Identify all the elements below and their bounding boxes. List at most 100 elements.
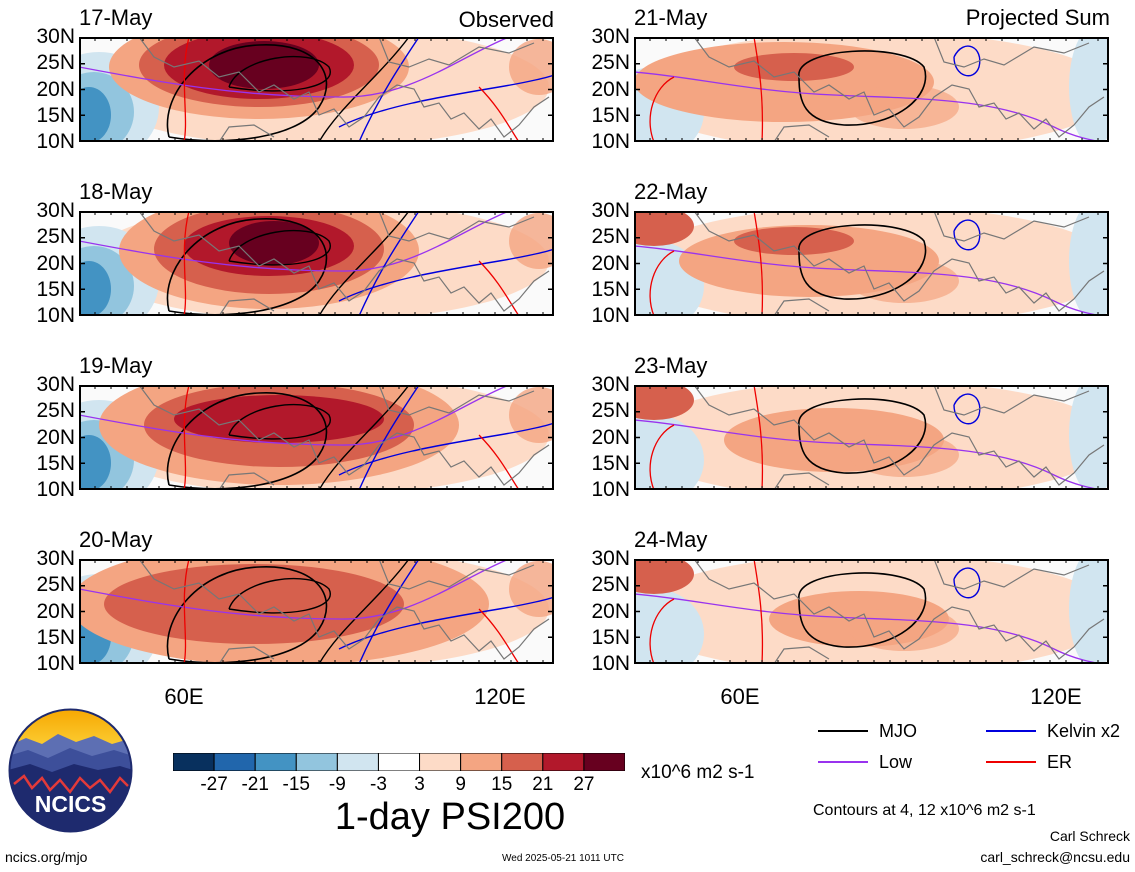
panel-date: 19-May xyxy=(79,353,153,378)
footer-url[interactable]: ncics.org/mjo xyxy=(5,849,88,865)
coastline xyxy=(138,37,550,142)
lat-label: 25N xyxy=(591,399,630,423)
lat-label: 20N xyxy=(591,77,630,101)
low-contour xyxy=(79,211,510,272)
colorbar-box xyxy=(295,752,338,772)
lat-label: 25N xyxy=(36,51,75,75)
coastline xyxy=(693,37,1105,142)
lat-label: 20N xyxy=(591,251,630,275)
colorbar-tick-label: 3 xyxy=(414,774,425,795)
figure-title: 1-day PSI200 xyxy=(334,796,566,838)
map-field xyxy=(79,211,554,316)
lat-label: 15N xyxy=(36,451,75,475)
panel-date: 17-May xyxy=(79,5,153,30)
map-panel xyxy=(79,211,554,316)
map-field xyxy=(79,385,554,490)
lat-label: 30N xyxy=(36,373,75,396)
lat-label: 10N xyxy=(591,652,630,675)
mjo-contour xyxy=(798,398,927,474)
low-contour xyxy=(79,559,510,620)
lat-label: 15N xyxy=(591,277,630,301)
panel-date: 20-May xyxy=(79,527,153,552)
legend: MJO Low Kelvin x2 ER xyxy=(816,720,1126,780)
author-email[interactable]: carl_schreck@ncsu.edu xyxy=(980,849,1130,865)
kelvin-contour xyxy=(953,393,981,425)
lat-label: 15N xyxy=(36,277,75,301)
ncics-logo[interactable]: NCICS xyxy=(8,708,133,833)
colorbar-box xyxy=(583,752,626,772)
lat-label: 30N xyxy=(591,373,630,396)
lat-label: 20N xyxy=(36,251,75,275)
lat-label: 15N xyxy=(591,103,630,127)
colorbar-box xyxy=(254,752,297,772)
colorbar-tick-label: -21 xyxy=(241,774,269,795)
kelvin-contour xyxy=(953,45,981,77)
map-field xyxy=(634,559,1109,664)
kelvin-contour xyxy=(338,74,554,128)
kelvin-contour xyxy=(338,248,554,302)
er-contour xyxy=(183,385,190,490)
lat-label: 25N xyxy=(591,225,630,249)
lat-label: 10N xyxy=(591,478,630,501)
map-field xyxy=(79,37,554,142)
map-panel xyxy=(634,37,1109,142)
map-panel xyxy=(634,385,1109,490)
colorbar-boxes xyxy=(172,752,626,772)
mjo-contour xyxy=(166,392,328,490)
footer-timestamp: Wed 2025-05-21 1011 UTC xyxy=(502,853,624,864)
lat-label: 25N xyxy=(36,573,75,597)
lat-label: 20N xyxy=(591,425,630,449)
colorbar-tick-label: -27 xyxy=(200,774,228,795)
lon-label-120e-left: 120E xyxy=(474,684,526,709)
panel-date: 21-May xyxy=(634,5,708,30)
mjo-contour xyxy=(798,224,927,300)
low-contour xyxy=(79,385,510,446)
lat-label: 30N xyxy=(36,199,75,222)
map-panel xyxy=(79,559,554,664)
colorbar-tick-label: -15 xyxy=(282,774,310,795)
colorbar-box xyxy=(377,752,421,772)
mjo-contour xyxy=(166,566,328,664)
colorbar-box xyxy=(460,752,503,772)
lat-label: 25N xyxy=(36,399,75,423)
kelvin-contour xyxy=(338,596,554,650)
contour-note: Contours at 4, 12 x10^6 m2 s-1 xyxy=(813,802,1036,819)
map-panel xyxy=(79,37,554,142)
lat-label: 10N xyxy=(591,130,630,153)
lat-label: 25N xyxy=(591,573,630,597)
er-contour xyxy=(183,211,190,316)
colorbar-box xyxy=(172,752,215,772)
ncics-logo-graphic: NCICS xyxy=(8,708,133,833)
panel-date: 18-May xyxy=(79,179,153,204)
mjo-contour xyxy=(798,50,927,126)
colorbar-tick-label: 27 xyxy=(573,774,595,795)
panel-date: 24-May xyxy=(634,527,708,552)
projected-label: Projected Sum xyxy=(965,5,1110,30)
er-contour xyxy=(649,250,675,316)
lat-label: 20N xyxy=(36,599,75,623)
colorbar-units: x10^6 m2 s-1 xyxy=(641,762,755,783)
coastline xyxy=(138,211,550,316)
legend-lines xyxy=(818,730,1036,763)
map-panel xyxy=(634,211,1109,316)
mjo-contour xyxy=(166,44,328,142)
er-contour xyxy=(183,37,190,142)
map-field xyxy=(634,385,1109,490)
lat-label: 10N xyxy=(591,304,630,327)
author-name: Carl Schreck xyxy=(1049,828,1130,844)
map-panel xyxy=(79,385,554,490)
lat-label: 30N xyxy=(36,547,75,570)
colorbar-tick-label: 21 xyxy=(532,774,554,795)
lat-label: 10N xyxy=(36,652,75,675)
lat-label: 30N xyxy=(591,199,630,222)
lon-label-60e-right: 60E xyxy=(720,684,760,709)
lat-label: 15N xyxy=(36,103,75,127)
lat-label: 10N xyxy=(36,130,75,153)
low-contour xyxy=(79,37,510,98)
kelvin-contour xyxy=(338,422,554,476)
lat-label: 10N xyxy=(36,304,75,327)
coastline xyxy=(693,559,1105,664)
legend-low-label: Low xyxy=(879,752,913,772)
colorbar xyxy=(172,752,626,772)
map-field xyxy=(634,37,1109,142)
